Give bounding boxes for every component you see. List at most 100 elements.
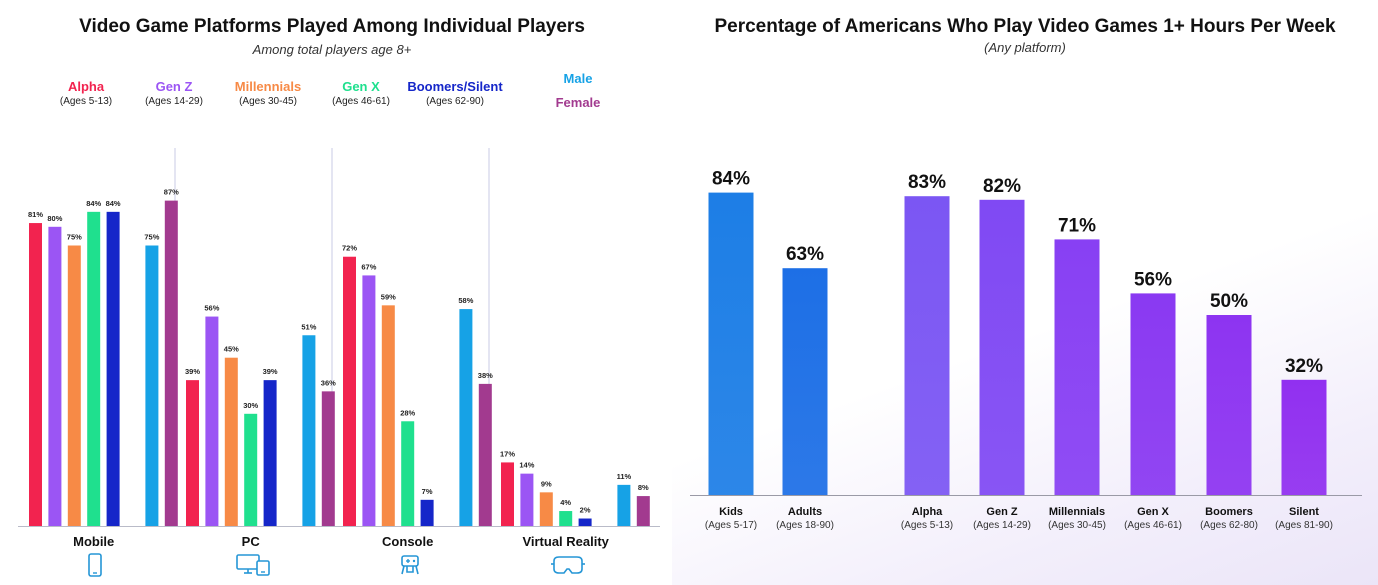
bar-value-label: 4% (560, 498, 571, 507)
category-age-range: (Ages 62-80) (1200, 520, 1258, 531)
bar-console-millennials (381, 305, 395, 526)
legend-item-male: Male (563, 71, 593, 86)
bar-value-label: 63% (786, 244, 824, 265)
category-age-range: (Ages 14-29) (973, 520, 1031, 531)
bar-value-label: 71% (1058, 215, 1096, 236)
left-chart-panel: Video Game Platforms Played Among Indivi… (0, 0, 672, 585)
bar-mobile-gen-x (87, 211, 101, 526)
right-chart-panel: Percentage of Americans Who Play Video G… (672, 0, 1378, 585)
bar-mobile-millennials (67, 245, 81, 526)
category-label-console: Console (382, 534, 433, 549)
bar-gen-x (1130, 293, 1176, 495)
left-chart-subtitle: Among total players age 8+ (252, 42, 412, 57)
gamepad-icon (392, 553, 428, 577)
legend-item-millennials: Millennials (Ages 30-45) (208, 79, 328, 107)
category-age-range: (Ages 30-45) (1048, 520, 1106, 531)
bar-value-label: 56% (204, 304, 219, 313)
bar-value-label: 87% (164, 188, 179, 197)
legend-label: Millennials (234, 79, 302, 94)
bar-value-label: 67% (361, 262, 376, 271)
bar-silent (1281, 379, 1327, 495)
bar-value-label: 84% (106, 199, 121, 208)
bar-value-label: 32% (1285, 356, 1323, 377)
bar-gen-z (979, 199, 1025, 496)
bar-console-female (478, 383, 492, 526)
right-chart-subtitle: (Any platform) (984, 40, 1066, 55)
bar-pc-gen-z (205, 316, 219, 526)
left-bar-chart: 81% 80% 75% 84% 84% 75% 87% Mobile 39% 56% 45% 30% 3… (18, 148, 660, 549)
legend-label: Alpha (67, 79, 105, 94)
bar-millennials (1054, 239, 1100, 495)
left-chart-title: Video Game Platforms Played Among Indivi… (79, 16, 585, 37)
category-label-gen-z: Gen Z (986, 506, 1017, 518)
bar-virtual-reality-boomers-silent (578, 518, 592, 526)
bar-value-label: 39% (263, 367, 278, 376)
bar-value-label: 80% (47, 214, 62, 223)
category-label-gen-x: Gen X (1137, 506, 1169, 518)
right-bar-chart: 84% Kids (Ages 5-17) 63% Adults (Ages 18-90) 8… (690, 169, 1362, 531)
bar-virtual-reality-gen-x (559, 511, 573, 526)
bar-virtual-reality-gen-z (520, 473, 534, 526)
bar-value-label: 51% (301, 322, 316, 331)
legend-age-range: (Ages 30-45) (239, 96, 297, 107)
legend-item-boomers-silent: Boomers/Silent (Ages 62-90) (395, 79, 515, 107)
bar-value-label: 75% (144, 233, 159, 242)
bar-value-label: 28% (400, 408, 415, 417)
bar-mobile-male (145, 245, 159, 526)
bar-value-label: 59% (381, 292, 396, 301)
category-label-mobile: Mobile (73, 534, 114, 549)
legend-age-range: (Ages 46-61) (332, 96, 390, 107)
bar-value-label: 84% (712, 169, 750, 190)
category-age-range: (Ages 5-13) (901, 520, 953, 531)
bar-kids (708, 192, 754, 495)
bar-pc-gen-x (244, 413, 258, 526)
bar-value-label: 2% (580, 506, 591, 515)
legend-item-female: Female (555, 95, 601, 110)
category-label-adults: Adults (788, 506, 822, 518)
bar-value-label: 45% (224, 345, 239, 354)
bar-console-gen-x (401, 421, 415, 526)
legend-age-range: (Ages 14-29) (145, 96, 203, 107)
category-label-silent: Silent (1289, 506, 1319, 518)
bar-mobile-gen-z (48, 226, 62, 527)
bar-value-label: 58% (458, 296, 473, 305)
category-age-range: (Ages 81-90) (1275, 520, 1333, 531)
bar-value-label: 82% (983, 176, 1021, 197)
legend-item-gen-z: Gen Z (Ages 14-29) (114, 79, 234, 107)
computer-icon (235, 553, 271, 577)
bar-console-boomers-silent (420, 499, 434, 526)
bar-value-label: 7% (422, 487, 433, 496)
category-label-kids: Kids (719, 506, 743, 518)
bar-value-label: 72% (342, 244, 357, 253)
bar-value-label: 56% (1134, 269, 1172, 290)
category-label-pc: PC (242, 534, 261, 549)
legend-age-range: (Ages 62-90) (426, 96, 484, 107)
legend-label: Boomers/Silent (407, 79, 503, 94)
bar-mobile-boomers-silent (106, 211, 120, 526)
category-label-virtual-reality: Virtual Reality (522, 534, 609, 549)
bar-value-label: 8% (638, 483, 649, 492)
bar-value-label: 75% (67, 233, 82, 242)
bar-value-label: 11% (617, 472, 632, 481)
bar-value-label: 83% (908, 172, 946, 193)
bar-virtual-reality-alpha (501, 462, 514, 526)
bar-console-alpha (343, 256, 356, 526)
bar-pc-female (321, 391, 335, 526)
bar-value-label: 38% (478, 371, 493, 380)
bar-alpha (904, 196, 950, 495)
legend-label: Gen X (342, 79, 380, 94)
category-label-boomers: Boomers (1205, 506, 1253, 518)
bar-virtual-reality-male (617, 484, 631, 526)
category-age-range: (Ages 46-61) (1124, 520, 1182, 531)
bar-pc-male (302, 335, 316, 526)
vr-headset-icon (550, 553, 586, 577)
bar-adults (782, 268, 828, 495)
bar-pc-alpha (186, 380, 199, 526)
bar-console-gen-z (362, 275, 376, 526)
legend-item-gen-x: Gen X (Ages 46-61) (301, 79, 421, 107)
bar-virtual-reality-millennials (539, 492, 553, 526)
bar-virtual-reality-female (636, 496, 650, 526)
bar-mobile-female (164, 200, 178, 526)
bar-value-label: 50% (1210, 291, 1248, 312)
category-label-millennials: Millennials (1049, 506, 1105, 518)
